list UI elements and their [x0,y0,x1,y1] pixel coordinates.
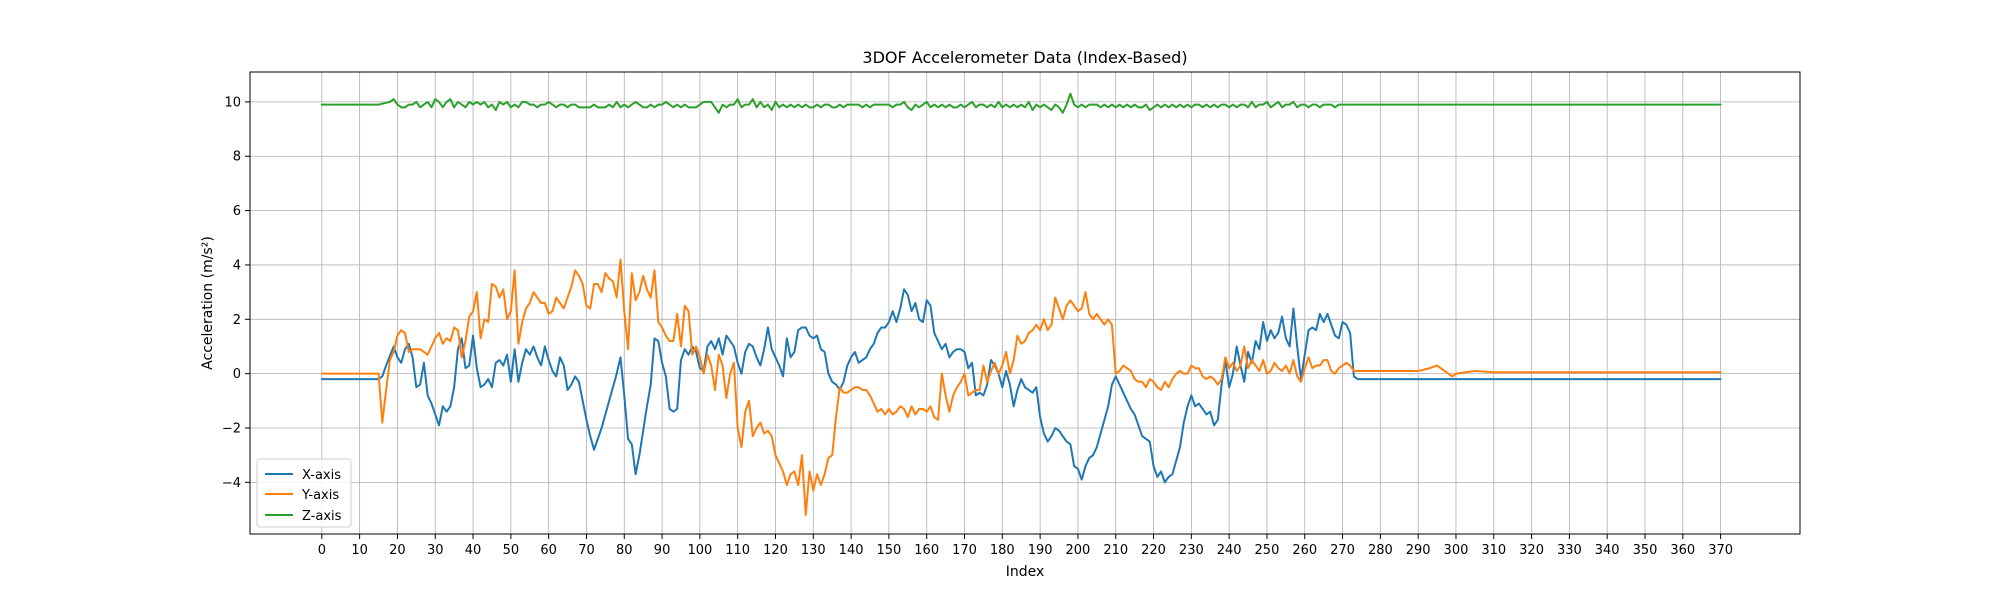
x-tick-label: 130 [801,543,826,558]
y-tick-label: −2 [222,422,241,437]
x-tick-label: 60 [540,543,557,558]
plot-area [250,72,1800,534]
legend-label-z-axis: Z-axis [302,509,342,524]
x-tick-label: 110 [725,543,750,558]
x-tick-label: 210 [1103,543,1128,558]
x-tick-label: 50 [503,543,520,558]
x-tick-label: 170 [952,543,977,558]
y-tick-label: 0 [233,367,241,382]
x-tick-label: 270 [1330,543,1355,558]
x-axis-label: Index [1006,564,1045,580]
plot-frame [249,71,1801,535]
x-tick-label: 0 [318,543,326,558]
series-layer [320,92,1722,516]
x-axis-ticks: 0 10 20 30 40 50 60 70 80 90 100 110 120 130 140 150 160… [318,534,1733,558]
x-tick-label: 100 [687,543,712,558]
x-tick-label: 260 [1292,543,1317,558]
x-tick-label: 40 [465,543,482,558]
x-tick-label: 230 [1179,543,1204,558]
x-tick-label: 320 [1519,543,1544,558]
y-tick-label: −4 [222,476,241,491]
x-tick-label: 370 [1708,543,1733,558]
x-tick-label: 20 [389,543,406,558]
legend: X-axis Y-axis Z-axis [256,458,352,528]
x-tick-label: 160 [914,543,939,558]
legend-label-y-axis: Y-axis [301,488,339,503]
x-tick-label: 290 [1406,543,1431,558]
x-tick-label: 310 [1481,543,1506,558]
y-axis-label: Acceleration (m/s²) [200,236,216,370]
x-tick-label: 190 [1028,543,1053,558]
series-line-x-axis [320,288,1722,484]
x-tick-label: 300 [1444,543,1469,558]
x-tick-label: 180 [990,543,1015,558]
x-tick-label: 120 [763,543,788,558]
x-tick-label: 30 [427,543,444,558]
x-tick-label: 330 [1557,543,1582,558]
x-tick-label: 360 [1670,543,1695,558]
x-tick-label: 200 [1066,543,1091,558]
grid [250,72,1800,534]
x-tick-label: 340 [1595,543,1620,558]
legend-box [256,458,352,528]
y-tick-label: 8 [233,150,241,165]
x-tick-label: 220 [1141,543,1166,558]
chart-title: 3DOF Accelerometer Data (Index-Based) [862,48,1187,67]
x-tick-label: 90 [654,543,671,558]
y-tick-label: 4 [233,258,241,273]
x-tick-label: 70 [578,543,595,558]
x-tick-label: 280 [1368,543,1393,558]
x-tick-label: 80 [616,543,633,558]
y-axis-ticks: −4 −2 0 2 4 6 8 10 [222,95,250,491]
x-tick-label: 150 [876,543,901,558]
x-tick-label: 140 [839,543,864,558]
series-line-y-axis [320,258,1722,516]
y-tick-label: 2 [233,313,241,328]
series-line-z-axis [320,92,1722,114]
legend-label-x-axis: X-axis [302,468,341,483]
x-tick-label: 240 [1217,543,1242,558]
y-tick-label: 6 [233,204,241,219]
x-tick-label: 250 [1255,543,1280,558]
x-tick-label: 350 [1633,543,1658,558]
x-tick-label: 10 [351,543,368,558]
y-tick-label: 10 [224,95,241,110]
